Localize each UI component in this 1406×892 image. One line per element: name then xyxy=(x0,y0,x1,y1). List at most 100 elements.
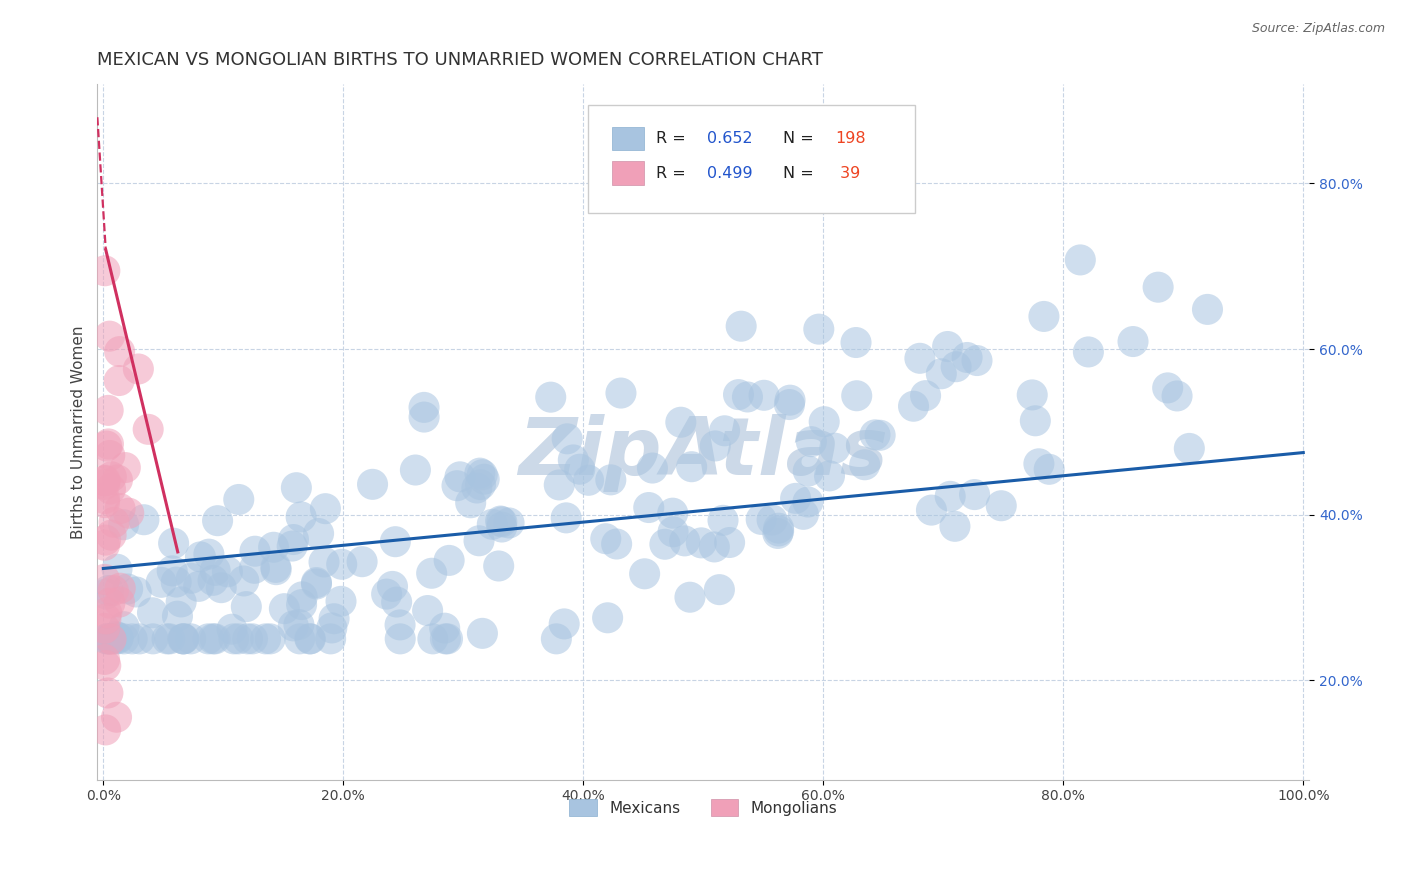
Point xyxy=(98,632,121,646)
Point xyxy=(1197,302,1219,317)
Point xyxy=(785,491,807,506)
Point xyxy=(243,561,266,575)
Point xyxy=(908,351,931,366)
Point xyxy=(96,632,118,646)
Point xyxy=(97,583,120,598)
Point xyxy=(471,467,494,482)
Point xyxy=(201,632,224,646)
Point xyxy=(150,575,173,590)
Point xyxy=(540,390,562,404)
Point xyxy=(273,601,295,615)
Point xyxy=(173,632,195,646)
Point xyxy=(920,503,942,517)
Point xyxy=(93,477,115,491)
Point xyxy=(321,621,343,635)
Point xyxy=(420,566,443,581)
Point xyxy=(204,564,226,578)
Point xyxy=(98,449,121,463)
Point xyxy=(1069,252,1091,267)
Point xyxy=(468,533,491,548)
Point xyxy=(568,462,591,476)
Point xyxy=(156,632,179,646)
Point xyxy=(749,512,772,526)
Point xyxy=(498,516,520,530)
Text: MEXICAN VS MONGOLIAN BIRTHS TO UNMARRIED WOMEN CORRELATION CHART: MEXICAN VS MONGOLIAN BIRTHS TO UNMARRIED… xyxy=(97,51,824,69)
Point xyxy=(204,632,226,646)
Point xyxy=(673,533,696,548)
Point xyxy=(472,472,495,486)
Point xyxy=(323,612,346,626)
Point xyxy=(681,459,703,474)
Point xyxy=(385,595,408,609)
Point xyxy=(108,374,131,388)
Point xyxy=(127,362,149,376)
Point xyxy=(709,582,731,597)
Point xyxy=(105,630,128,644)
Point xyxy=(945,359,967,374)
Point xyxy=(939,489,962,503)
Point xyxy=(381,579,404,593)
Point xyxy=(813,415,835,429)
Point xyxy=(633,566,655,581)
Point xyxy=(93,573,115,587)
Point xyxy=(766,526,789,541)
Point xyxy=(207,514,229,528)
Point xyxy=(352,555,374,569)
Point xyxy=(94,533,117,548)
Point xyxy=(114,460,136,475)
Text: 0.499: 0.499 xyxy=(707,166,752,181)
Legend: Mexicans, Mongolians: Mexicans, Mongolians xyxy=(562,791,845,824)
Point xyxy=(308,526,330,541)
Point xyxy=(422,632,444,646)
Point xyxy=(98,632,121,646)
FancyBboxPatch shape xyxy=(588,105,915,213)
Point xyxy=(162,536,184,550)
Point xyxy=(305,575,328,590)
Point xyxy=(914,389,936,403)
Point xyxy=(869,428,891,442)
Point xyxy=(288,632,311,646)
Point xyxy=(792,508,814,522)
Point xyxy=(546,632,568,646)
Point xyxy=(389,632,412,646)
Point xyxy=(555,432,578,446)
Point xyxy=(361,477,384,491)
Text: 0.652: 0.652 xyxy=(707,131,752,146)
Point xyxy=(93,474,115,488)
Point xyxy=(108,595,131,609)
Point xyxy=(107,473,129,487)
Point xyxy=(312,555,335,569)
Point xyxy=(222,632,245,646)
Point xyxy=(489,514,512,528)
Point xyxy=(299,632,322,646)
Point xyxy=(737,390,759,404)
Point xyxy=(112,632,135,646)
Point xyxy=(298,632,321,646)
Point xyxy=(283,533,305,547)
Point xyxy=(863,428,886,442)
Point xyxy=(118,506,141,520)
Point xyxy=(172,632,194,646)
Point xyxy=(100,482,122,496)
Point xyxy=(197,632,219,646)
Point xyxy=(180,571,202,585)
Point xyxy=(779,393,801,408)
Point xyxy=(105,562,128,576)
Point xyxy=(491,515,513,529)
Text: N =: N = xyxy=(783,166,820,181)
Point xyxy=(96,632,118,646)
Point xyxy=(108,501,131,516)
Point xyxy=(641,461,664,475)
Point xyxy=(314,501,336,516)
Point xyxy=(281,539,304,553)
Point xyxy=(291,590,314,604)
Point xyxy=(217,565,239,579)
Point xyxy=(264,563,287,577)
Point xyxy=(254,632,277,646)
Point xyxy=(818,468,841,483)
Point xyxy=(824,441,846,455)
Point xyxy=(187,579,209,593)
Point xyxy=(599,473,621,487)
Point xyxy=(112,517,135,532)
Point xyxy=(170,595,193,609)
